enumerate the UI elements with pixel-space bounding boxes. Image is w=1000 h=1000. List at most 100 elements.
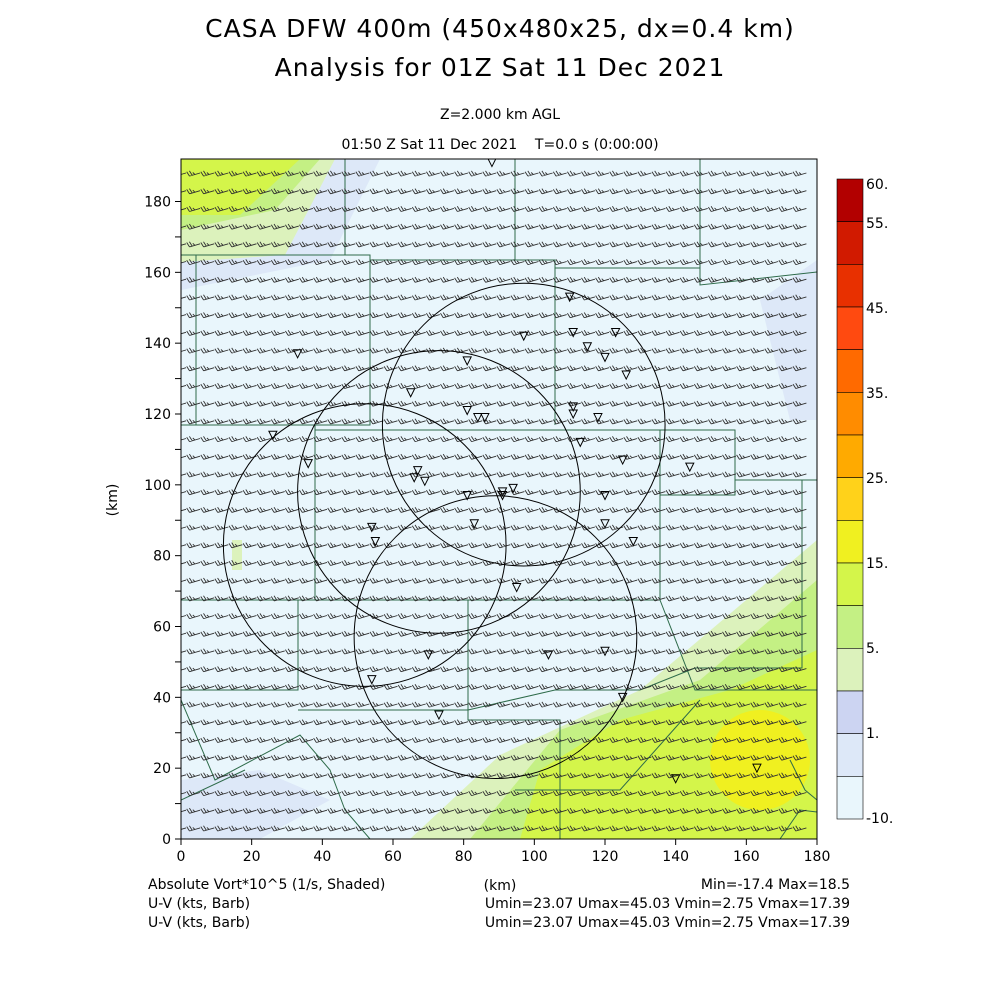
y-tick-label: 60 <box>153 620 171 636</box>
station-marker <box>617 692 628 703</box>
station-marker <box>621 370 632 381</box>
colorbar-swatch <box>836 648 864 692</box>
station-marker <box>508 483 518 494</box>
colorbar-label: 25. <box>866 471 888 487</box>
station-marker <box>462 405 473 416</box>
station-marker <box>462 490 473 501</box>
station-marker <box>268 430 278 441</box>
x-tick-label: 180 <box>804 849 831 865</box>
colorbar-swatch <box>836 221 864 265</box>
station-marker <box>575 437 586 448</box>
station-marker <box>469 519 480 529</box>
station-markers <box>268 159 762 784</box>
colorbar: 60. 55. 45. 35. 25. 15. 5. 1. -10. <box>836 177 893 827</box>
axes: 0 20 40 60 80 100 120 140 160 180 0 20 40 60 80 100 120 1… <box>105 195 830 895</box>
colorbar-label: 1. <box>866 726 879 742</box>
station-marker <box>462 356 473 366</box>
station-marker <box>593 413 603 423</box>
colorbar-swatch <box>836 264 864 308</box>
wind-barb-field <box>181 170 807 832</box>
y-axis-label: (km) <box>105 484 121 517</box>
wind-stats-2: Umin=23.07 Umax=45.03 Vmin=2.75 Vmax=17.… <box>484 915 850 931</box>
x-tick-label: 80 <box>455 849 473 865</box>
colorbar-swatch <box>836 733 864 777</box>
x-tick-label: 160 <box>733 849 760 865</box>
valid-time-label: 01:50 Z Sat 11 Dec 2021 T=0.0 s (0:00:00… <box>341 137 659 153</box>
x-tick-label: 20 <box>243 849 261 865</box>
colorbar-swatch <box>836 434 864 478</box>
y-tick-label: 40 <box>153 690 171 706</box>
station-marker <box>628 537 639 547</box>
y-tick-label: 140 <box>144 336 171 352</box>
station-marker <box>423 650 434 660</box>
vorticity-stats: Min=-17.4 Max=18.5 <box>700 877 850 893</box>
x-tick-label: 140 <box>662 849 689 865</box>
colorbar-swatch <box>836 776 864 820</box>
station-marker <box>292 349 303 359</box>
station-marker <box>600 646 610 657</box>
y-tick-label: 0 <box>162 832 171 848</box>
vector-field-label-1: U-V (kts, Barb) <box>148 896 251 912</box>
y-tick-label: 80 <box>153 549 171 565</box>
county-line <box>370 259 556 425</box>
station-marker <box>405 388 416 398</box>
county-boundaries <box>181 159 817 839</box>
county-line <box>181 599 299 691</box>
station-marker <box>472 413 483 423</box>
y-tick-label: 180 <box>144 195 171 211</box>
vorticity-region-east <box>760 260 817 420</box>
station-marker <box>487 159 497 168</box>
county-line <box>789 759 817 801</box>
county-line <box>181 699 371 839</box>
chart-title-line2: Analysis for 01Z Sat 11 Dec 2021 <box>274 53 726 82</box>
colorbar-label: 45. <box>866 301 888 317</box>
station-marker <box>610 328 621 338</box>
x-tick-label: 120 <box>592 849 619 865</box>
colorbar-swatch <box>836 349 864 393</box>
x-tick-label: 100 <box>521 849 548 865</box>
colorbar-label: 35. <box>866 386 888 402</box>
chart-title-line1: CASA DFW 400m (450x480x25, dx=0.4 km) <box>205 14 795 43</box>
station-marker <box>518 331 529 342</box>
y-tick-label: 120 <box>144 407 171 423</box>
station-marker <box>434 710 444 721</box>
colorbar-label: 15. <box>866 556 888 572</box>
vector-field-label-2: U-V (kts, Barb) <box>148 915 251 931</box>
radar-range-ring-3 <box>297 350 581 634</box>
station-marker <box>480 413 490 423</box>
county-line <box>467 667 696 711</box>
station-marker <box>419 476 430 487</box>
colorbar-swatch <box>836 690 864 734</box>
vorticity-max-region <box>710 710 810 810</box>
colorbar-swatch <box>836 477 864 521</box>
colorbar-swatch <box>836 605 864 649</box>
plot-area <box>181 159 817 839</box>
station-marker <box>684 462 695 473</box>
station-marker <box>511 583 522 593</box>
y-tick-label: 20 <box>153 761 171 777</box>
station-marker <box>600 490 610 501</box>
radar-rings <box>222 282 666 779</box>
station-marker <box>600 352 610 363</box>
station-marker <box>582 342 593 352</box>
x-tick-label: 40 <box>313 849 331 865</box>
colorbar-swatch <box>836 562 864 606</box>
colorbar-label: 55. <box>866 216 888 232</box>
shaded-field-label: Absolute Vort*10^5 (1/s, Shaded) <box>148 877 386 893</box>
colorbar-swatch <box>836 178 864 222</box>
station-marker <box>600 519 610 529</box>
vorticity-region-spot <box>232 540 242 570</box>
colorbar-swatch <box>836 392 864 436</box>
station-marker <box>303 459 314 469</box>
station-marker <box>568 328 579 338</box>
station-marker <box>412 466 423 476</box>
county-line <box>734 430 817 481</box>
station-marker <box>752 763 762 774</box>
radar-range-ring-2 <box>381 282 666 567</box>
radar-range-ring-4 <box>353 495 638 779</box>
x-tick-label: 60 <box>384 849 402 865</box>
colorbar-label: 5. <box>866 641 879 657</box>
county-line <box>659 599 817 691</box>
vorticity-region-sw <box>181 770 330 839</box>
colorbar-label: -10. <box>866 811 893 827</box>
